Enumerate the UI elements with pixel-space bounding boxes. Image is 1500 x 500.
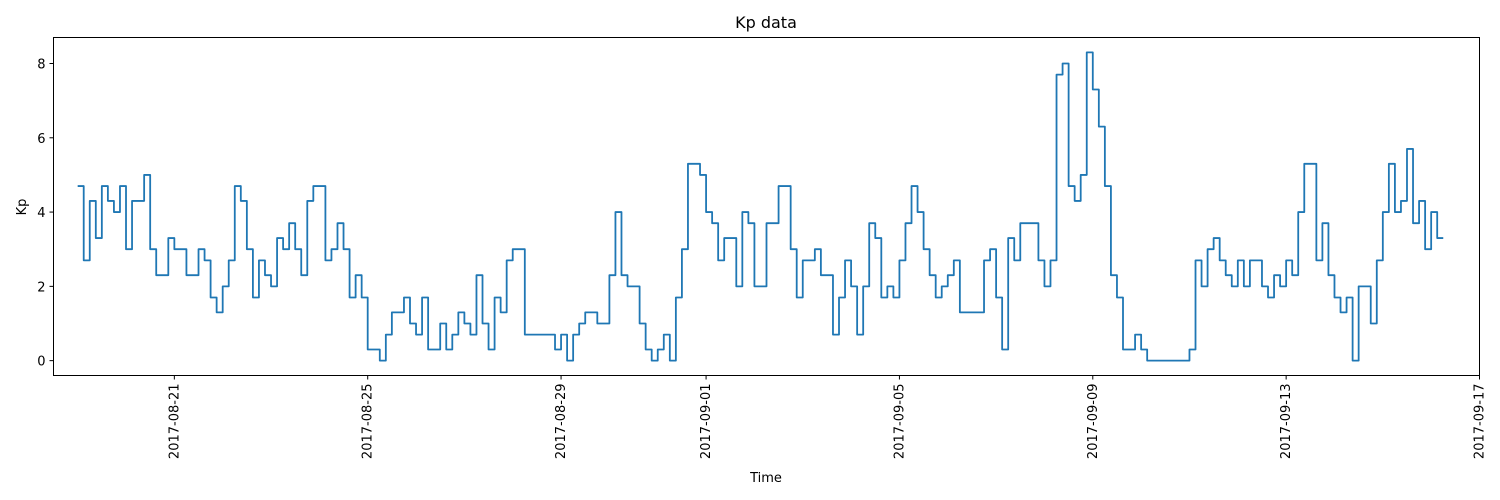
axes-frame <box>53 37 1480 376</box>
x-axis: 2017-08-21 2017-08-25 2017-08-29 2017-09-01… <box>167 375 1488 460</box>
x-tick-label: 2017-08-21 <box>167 384 182 460</box>
y-tick-label: 8 <box>37 58 45 73</box>
y-tick-label: 0 <box>37 355 45 370</box>
x-tick-label: 2017-09-01 <box>699 384 714 460</box>
x-tick-label: 2017-09-05 <box>892 384 907 460</box>
kp-series-line <box>77 51 1444 362</box>
x-tick-label: 2017-09-09 <box>1086 384 1101 460</box>
x-axis-label: Time <box>749 471 782 486</box>
y-tick-label: 2 <box>37 280 45 295</box>
x-tick-label: 2017-09-13 <box>1279 384 1294 460</box>
x-tick-label: 2017-08-29 <box>554 384 569 460</box>
x-tick-label: 2017-08-25 <box>361 384 376 460</box>
y-tick-label: 6 <box>37 132 45 147</box>
y-axis-label: Kp <box>15 199 30 216</box>
y-tick-label: 4 <box>37 206 45 221</box>
plot-area <box>77 51 1444 362</box>
y-axis: 0 2 4 6 8 <box>37 58 54 370</box>
chart-title: Kp data <box>735 13 797 32</box>
x-tick-label: 2017-09-17 <box>1473 384 1488 460</box>
